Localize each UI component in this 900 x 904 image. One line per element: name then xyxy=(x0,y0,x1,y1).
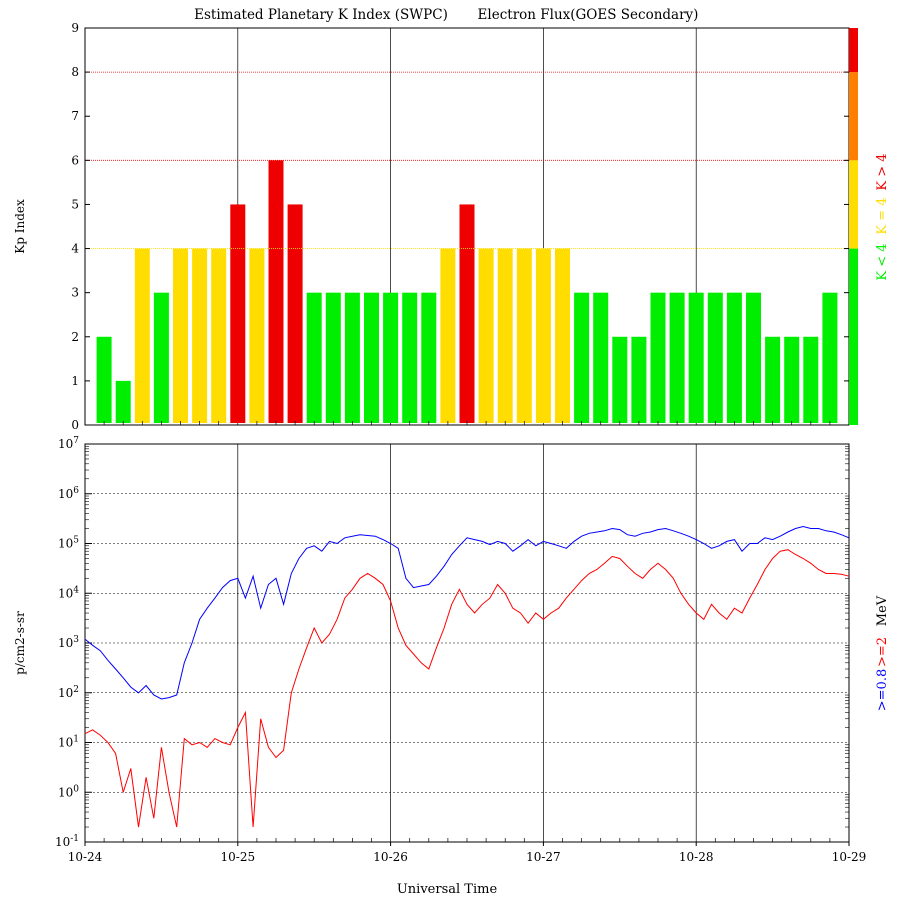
x-axis-label: Universal Time xyxy=(397,882,498,897)
kp-legend-red-label: K > 4 xyxy=(875,153,890,190)
flux-y-tick-label: 10-1 xyxy=(55,834,79,849)
kp-bar xyxy=(211,248,227,423)
flux-y-axis-label: p/cm2-s-sr xyxy=(13,611,27,675)
kp-bar xyxy=(364,292,379,423)
kp-y-axis-label: Kp Index xyxy=(13,199,27,254)
flux-legend-unit-label: MeV xyxy=(875,595,890,626)
kp-bar xyxy=(344,292,360,423)
kp-bar xyxy=(612,336,628,423)
kp-color-scale-segment xyxy=(849,72,858,161)
kp-y-tick-label: 4 xyxy=(71,242,79,256)
kp-y-tick-label: 0 xyxy=(71,418,79,432)
kp-bar xyxy=(173,248,188,423)
kp-bar xyxy=(688,292,704,423)
kp-bar xyxy=(516,248,532,423)
flux-panel: 10-1 100 101 102 103 104 105 106 107 10-24 10-25 10… xyxy=(13,436,866,864)
kp-bar xyxy=(192,248,208,423)
flux-legend-red-label: >=2 xyxy=(875,637,890,667)
kp-y-tick-label: 3 xyxy=(71,286,79,300)
kp-bar xyxy=(555,248,570,423)
flux-legend: >=0.8 >=2 MeV xyxy=(875,595,890,711)
kp-color-scale-segment xyxy=(849,248,858,425)
kp-bar xyxy=(96,336,112,423)
kp-bar xyxy=(134,248,150,423)
flux-y-tick-label: 101 xyxy=(58,735,79,750)
series-line-ge2 xyxy=(84,549,850,828)
kp-bar xyxy=(306,292,322,423)
kp-bar xyxy=(746,292,761,423)
kp-bar xyxy=(726,292,742,423)
kp-y-tick-label: 9 xyxy=(71,21,79,35)
kp-color-scale-segment xyxy=(849,160,858,249)
kp-y-tick-label: 7 xyxy=(71,109,79,123)
flux-x-tick-label: 10-27 xyxy=(526,850,561,864)
kp-bar xyxy=(478,248,494,423)
kp-panel: 0 1 2 3 4 5 6 7 8 9 Kp Index xyxy=(13,21,850,432)
kp-bar xyxy=(440,248,456,423)
kp-chart-title: Estimated Planetary K Index (SWPC) xyxy=(194,7,448,23)
kp-y-tick-label: 1 xyxy=(71,374,79,388)
kp-y-tick-label: 2 xyxy=(71,330,79,344)
kp-bar xyxy=(230,204,246,423)
kp-bar xyxy=(325,292,341,423)
kp-y-tick-label: 5 xyxy=(71,197,79,211)
flux-x-tick-label: 10-25 xyxy=(221,850,256,864)
kp-bar xyxy=(287,204,303,423)
flux-y-tick-label: 105 xyxy=(58,536,79,551)
kp-bar xyxy=(784,336,800,423)
kp-bar xyxy=(249,248,265,423)
flux-x-tick-label: 10-29 xyxy=(832,850,867,864)
flux-y-tick-label: 107 xyxy=(58,436,79,451)
kp-y-tick-label: 6 xyxy=(71,153,79,167)
flux-x-tick-label: 10-28 xyxy=(679,850,714,864)
flux-y-tick-label: 103 xyxy=(58,635,79,650)
kp-bar xyxy=(268,160,284,424)
kp-bar xyxy=(115,380,131,423)
flux-y-tick-label: 106 xyxy=(58,486,79,501)
kp-bar xyxy=(153,292,169,423)
kp-bar xyxy=(383,292,399,423)
kp-bar xyxy=(593,292,609,423)
kp-bar xyxy=(402,292,418,423)
kp-legend-green-label: K < 4 xyxy=(875,243,890,280)
kp-bar xyxy=(822,292,838,423)
kp-bar xyxy=(631,336,647,423)
flux-y-tick-label: 104 xyxy=(58,585,79,600)
kp-bar xyxy=(707,292,723,423)
flux-chart-title: Electron Flux(GOES Secondary) xyxy=(478,7,699,23)
flux-x-tick-label: 10-26 xyxy=(373,850,408,864)
kp-legend-yellow-label: K = 4 xyxy=(875,197,890,234)
kp-bar xyxy=(650,292,666,423)
kp-color-scale-segment xyxy=(849,28,858,73)
flux-legend-blue-label: >=0.8 xyxy=(875,669,890,711)
kp-bar xyxy=(497,248,513,423)
kp-bar xyxy=(765,336,781,423)
kp-bar xyxy=(459,204,475,423)
kp-legend: K < 4 K = 4 K > 4 xyxy=(849,28,890,425)
flux-y-tick-label: 102 xyxy=(58,685,79,700)
flux-x-tick-label: 10-24 xyxy=(68,850,103,864)
flux-y-tick-label: 100 xyxy=(58,784,79,799)
kp-bar xyxy=(421,292,437,423)
kp-bar xyxy=(535,248,551,423)
kp-y-tick-label: 8 xyxy=(71,65,79,79)
kp-bar xyxy=(574,292,590,423)
kp-bar xyxy=(669,292,685,423)
series-line-ge0.8 xyxy=(84,525,850,700)
kp-bar xyxy=(803,336,819,423)
